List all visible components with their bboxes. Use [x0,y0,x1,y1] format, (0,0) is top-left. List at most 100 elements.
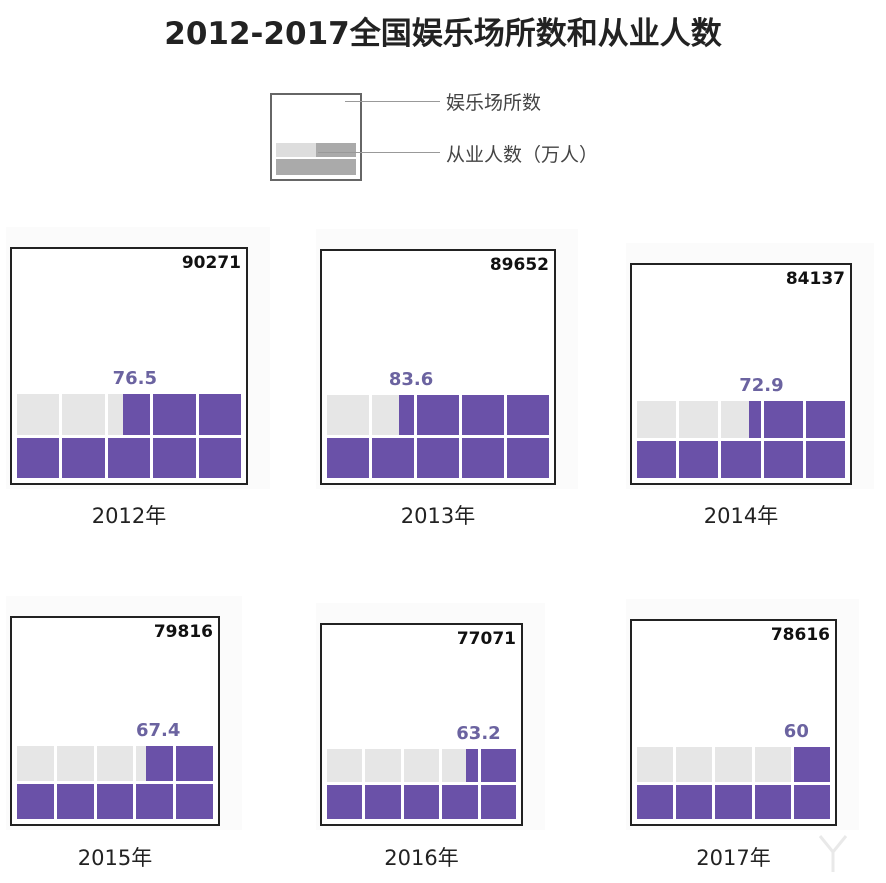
waffle-cell [153,437,196,478]
waffle-cell-fill [721,440,761,478]
waffle-cell [805,440,845,478]
waffle-cell-fill [466,748,478,783]
watermark-logo-icon [818,835,848,872]
waffle-cell-fill [715,784,752,819]
year-label: 2015年 [77,846,153,870]
waffle-cell-fill [679,440,719,478]
waffle-cell [17,394,60,435]
venue-count-label: 78616 [770,625,830,645]
waffle-cell [17,437,60,478]
waffle-cell-fill [793,747,830,782]
waffle-cell [507,438,549,478]
waffle-cell-fill [136,784,174,819]
venue-count-label: 77071 [456,629,516,649]
waffle-cell-fill [17,784,54,819]
venue-box: 78616 60 [630,619,837,826]
year-label: 2012年 [91,504,167,528]
waffle-cell [754,747,791,782]
venue-box: 77071 63.2 [320,623,523,826]
waffle-cell [676,747,713,782]
waffle-cell [715,784,752,819]
waffle-cell-fill [442,785,478,819]
venue-box: 84137 72.9 [630,263,852,485]
waffle-cell-fill [107,437,151,478]
waffle-cell [793,784,830,819]
venue-count-label: 89652 [489,255,549,275]
waffle-cell-fill [763,400,803,438]
legend-venues: 娱乐场所数 [446,92,542,114]
employee-count-label: 60 [783,721,809,743]
waffle-cell [763,440,803,478]
waffle-cell [372,395,414,436]
waffle-cell-fill [480,748,516,783]
waffle-cell [62,394,105,435]
waffle-cell [96,784,134,819]
waffle-cell-fill [417,438,459,478]
venue-count-label: 84137 [785,269,845,289]
waffle-cell [721,400,761,438]
waffle-cell-fill [17,437,60,478]
waffle-cell [198,394,241,435]
waffle-cell-fill [462,438,504,478]
waffle-cell-fill [198,394,241,435]
waffle-cell [442,748,478,783]
waffle-cell-fill [62,437,105,478]
waffle-cell [417,438,459,478]
waffle-cell [96,746,134,782]
waffle-cell [153,394,196,435]
waffle-cell [403,785,440,819]
waffle-cell [480,748,516,783]
waffle-cell [62,437,105,478]
waffle-cell [56,784,94,819]
year-label: 2017年 [696,846,771,870]
waffle-cell-fill [56,784,94,819]
venue-count-label: 90271 [181,253,241,273]
waffle-cell [637,747,674,782]
waffle-cell-fill [793,784,830,819]
waffle-cell-fill [637,784,674,819]
waffle-cell [176,784,213,819]
employee-count-label: 76.5 [112,368,158,390]
waffle-cell [327,395,369,436]
employee-count-label: 72.9 [739,374,784,396]
waffle-cell-fill [480,785,516,819]
waffle-cell [365,748,401,783]
waffle-cell [365,785,401,819]
employee-count-label: 63.2 [456,722,501,744]
waffle-cell-fill [417,395,459,436]
legend-leader-line [345,101,440,102]
year-label: 2013年 [400,504,476,528]
legend-leader-line [318,152,440,153]
waffle-cell [107,437,151,478]
waffle-cell-fill [763,440,803,478]
waffle-cell [676,784,713,819]
waffle-cell-fill [198,437,241,478]
waffle-cell [17,784,54,819]
waffle-cell-fill [176,784,213,819]
waffle-cell [715,747,752,782]
waffle-cell [327,785,363,819]
waffle-cell-fill [805,400,845,438]
waffle-cell [17,746,54,782]
waffle-cell-fill [805,440,845,478]
waffle-cell-fill [637,440,677,478]
venue-box: 89652 83.6 [320,249,556,485]
waffle-cell-fill [153,437,196,478]
waffle-cell [403,748,440,783]
venue-box: 90271 76.5 [10,247,248,485]
waffle-cell-fill [96,784,134,819]
employee-count-label: 83.6 [388,369,434,391]
waffle-cell-fill [365,785,401,819]
waffle-cell [372,438,414,478]
waffle-cell [754,784,791,819]
waffle-cell-fill [403,785,440,819]
waffle-cell [805,400,845,438]
year-label: 2016年 [384,846,459,870]
waffle-cell-fill [749,400,761,438]
waffle-cell [136,784,174,819]
waffle-cell-fill [507,438,549,478]
waffle-cell [637,440,677,478]
legend-sample-box [270,93,362,181]
waffle-cell [176,746,213,782]
waffle-cell-fill [754,784,791,819]
